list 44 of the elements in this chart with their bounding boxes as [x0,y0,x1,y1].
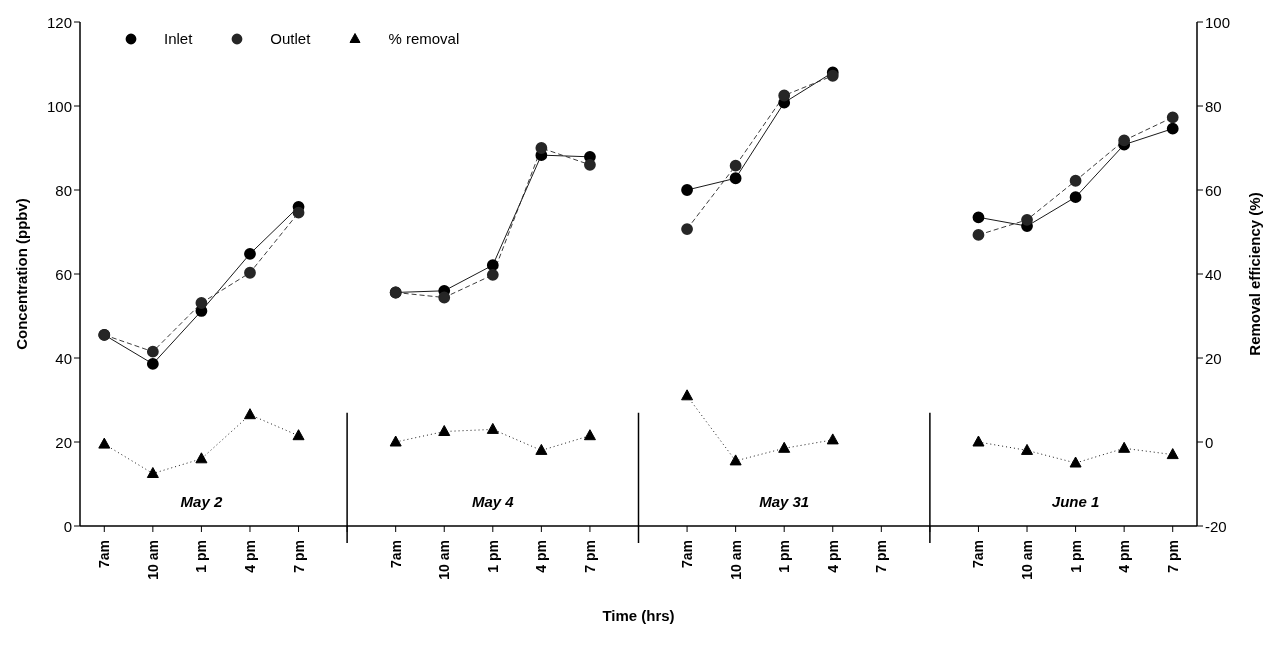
y-tick-label: 120 [46,13,72,31]
y2-tick-label: 80 [1205,97,1222,115]
annotation: May 31 [759,492,810,510]
x-tick-label: 7am [970,540,987,569]
x-tick-label: 4 pm [824,540,841,573]
x-tick-label: 7 pm [1164,540,1181,573]
x-tick-label: 10 am [436,540,453,580]
y2-axis-title: Removal efficiency (%) [1246,192,1264,356]
annotation: May 2 [180,492,223,510]
x-tick-label: 4 pm [241,540,258,573]
x-tick-label: 4 pm [533,540,550,573]
x-tick-label: 7am [679,540,696,569]
x-tick-label: 7 pm [290,540,307,573]
x-tick-label: 7 pm [581,540,598,573]
x-tick-label: 7am [96,540,113,569]
y2-tick-label: 100 [1205,13,1231,31]
y-tick-label: 20 [55,433,72,451]
y2-tick-label: 0 [1205,433,1214,451]
y-axis-title: Concentration (ppbv) [13,198,31,350]
x-tick-label: 10 am [144,540,161,580]
legend-label: % removal [388,30,460,47]
x-tick-label: 1 pm [1067,540,1084,573]
y2-tick-label: -20 [1205,517,1227,535]
y2-tick-label: 60 [1205,181,1222,199]
y-tick-label: 0 [63,517,72,535]
annotation: June 1 [1051,492,1100,510]
annotation: May 4 [471,492,515,510]
y-tick-label: 80 [55,181,72,199]
legend-label: Outlet [270,30,311,47]
legend-label: Inlet [164,30,193,47]
x-tick-label: 4 pm [1116,540,1133,573]
y2-tick-label: 40 [1205,265,1222,283]
x-tick-label: 7 pm [873,540,890,573]
x-tick-label: 1 pm [484,540,501,573]
x-tick-label: 10 am [727,540,744,580]
y-tick-label: 60 [55,265,72,283]
x-tick-label: 10 am [1019,540,1036,580]
x-axis-title: Time (hrs) [602,607,675,624]
x-tick-label: 1 pm [776,540,793,573]
y2-tick-label: 20 [1205,349,1222,367]
y-tick-label: 100 [46,97,72,115]
y-tick-label: 40 [55,349,72,367]
x-tick-label: 7am [387,540,404,569]
x-tick-label: 1 pm [193,540,210,573]
